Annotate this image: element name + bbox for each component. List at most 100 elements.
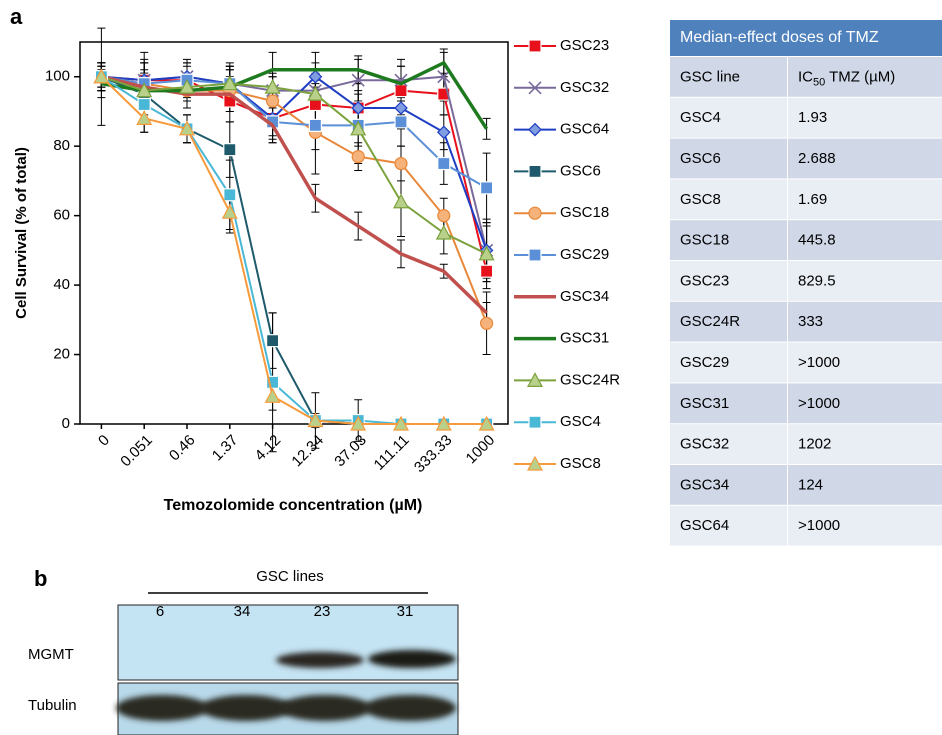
table-cell: >1000 (798, 395, 840, 412)
data-point (481, 317, 493, 329)
data-point (438, 158, 450, 170)
table-cell: GSC34 (680, 476, 729, 493)
data-point (267, 95, 279, 107)
y-tick-label: 100 (45, 68, 70, 85)
table-cell: 445.8 (798, 232, 836, 249)
legend-label: GSC23 (560, 37, 609, 54)
table-header: IC50 TMZ (µM) (798, 68, 895, 88)
legend-label: GSC31 (560, 330, 609, 347)
table-cell: GSC32 (680, 436, 729, 453)
y-tick-label: 60 (53, 207, 70, 224)
x-tick-label: 1000 (463, 432, 499, 468)
data-point (224, 144, 236, 156)
legend-marker (529, 40, 541, 52)
table-cell: 1.93 (798, 109, 827, 126)
table-cell: 829.5 (798, 272, 836, 289)
band (279, 695, 371, 721)
table-cell: GSC18 (680, 232, 729, 249)
x-tick-label: 333.33 (411, 432, 455, 476)
legend-label: GSC8 (560, 455, 601, 472)
table-cell: 124 (798, 476, 823, 493)
data-point (481, 182, 493, 194)
table-header-part: IC (798, 68, 813, 85)
legend-marker (529, 124, 541, 136)
band (276, 652, 364, 668)
band (364, 695, 456, 721)
x-axis-label: Temozolomide concentration (µM) (164, 497, 423, 514)
data-point (224, 189, 236, 201)
legend-label: GSC34 (560, 288, 609, 305)
figure: a b Cell Survival (% of total) Temozolom… (0, 0, 942, 735)
data-point (352, 151, 364, 163)
legend-label: GSC32 (560, 79, 609, 96)
data-point (395, 116, 407, 128)
legend-marker (529, 416, 541, 428)
x-tick-label: 12.34 (288, 432, 327, 471)
y-axis-label: Cell Survival (% of total) (13, 147, 30, 319)
lane-label: 31 (397, 603, 414, 620)
y-tick-label: 0 (62, 415, 70, 432)
lane-label: 6 (156, 603, 164, 620)
table-cell: >1000 (798, 354, 840, 371)
lane-label: 34 (234, 603, 251, 620)
data-point (394, 195, 408, 208)
data-point (395, 158, 407, 170)
table-title: Median-effect doses of TMZ (680, 29, 879, 46)
blot-title: GSC lines (256, 568, 324, 585)
table-cell: 2.688 (798, 150, 836, 167)
y-tick-label: 80 (53, 137, 70, 154)
data-point (481, 265, 493, 277)
legend-marker (529, 207, 541, 219)
table-cell: 333 (798, 313, 823, 330)
x-tick-label: 1.37 (209, 432, 242, 465)
table-cell: 1202 (798, 436, 831, 453)
series-line (101, 77, 486, 424)
data-point (395, 102, 407, 114)
table-cell: GSC64 (680, 517, 729, 534)
row-label: Tubulin (28, 697, 77, 714)
x-tick-label: 37.03 (331, 432, 370, 471)
table-header-part: GSC line (680, 68, 740, 85)
x-tick-label: 0.051 (117, 432, 156, 471)
table-header-part: TMZ (µM) (825, 68, 895, 85)
table-cell: GSC4 (680, 109, 721, 126)
y-tick-label: 40 (53, 276, 70, 293)
page: {"panel_labels": ["a", "b"], "chart_data… (0, 0, 942, 735)
series-line (101, 63, 486, 129)
data-point (438, 210, 450, 222)
x-tick-label: 4.12 (252, 432, 285, 465)
legend-label: GSC18 (560, 204, 609, 221)
band (368, 650, 456, 668)
data-point (138, 99, 150, 111)
table-cell: GSC23 (680, 272, 729, 289)
band (200, 695, 292, 721)
legend-label: GSC24R (560, 371, 620, 388)
legend-marker (529, 249, 541, 261)
data-point (223, 205, 237, 218)
panel-label: a (10, 4, 23, 29)
data-point (266, 389, 280, 402)
table-cell: GSC31 (680, 395, 729, 412)
series-line (101, 77, 486, 424)
legend-label: GSC29 (560, 246, 609, 263)
table-header-part: 50 (813, 76, 825, 88)
table-cell: GSC24R (680, 313, 740, 330)
x-tick-label: 0 (95, 432, 113, 450)
legend-label: GSC6 (560, 162, 601, 179)
data-point (438, 126, 450, 138)
x-tick-label: 0.46 (166, 432, 199, 465)
data-point (267, 335, 279, 347)
data-point (309, 119, 321, 131)
y-tick-label: 20 (53, 346, 70, 363)
series-line (101, 77, 486, 254)
row-label: MGMT (28, 646, 74, 663)
panel-label: b (34, 566, 47, 591)
legend-label: GSC64 (560, 121, 609, 138)
table-cell: >1000 (798, 517, 840, 534)
series-line (101, 77, 486, 424)
band (116, 695, 208, 721)
table-cell: 1.69 (798, 191, 827, 208)
table-cell: GSC29 (680, 354, 729, 371)
legend-label: GSC4 (560, 413, 601, 430)
lane-label: 23 (314, 603, 331, 620)
